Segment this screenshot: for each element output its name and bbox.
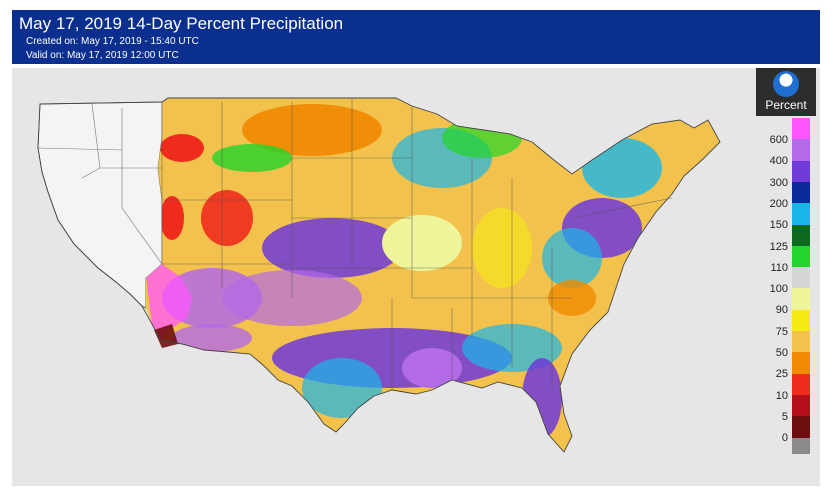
legend-swatch [792,394,810,418]
us-outline [37,97,721,453]
legend-label: 0 [781,432,788,445]
legend-swatch [792,288,810,311]
map-canvas [37,97,721,453]
legend-swatch [792,203,810,226]
legend-label: 75 [775,325,788,338]
legend-swatch [792,416,810,439]
legend-swatch [792,160,810,183]
legend-swatch [792,245,810,269]
state-lines [37,98,673,390]
legend-swatch [792,331,810,354]
precipitation-map [12,68,820,486]
legend-label: 10 [775,389,788,402]
west-region [37,101,163,309]
legend-swatch [792,139,810,162]
legend-label: 50 [775,347,788,359]
legend-label: 300 [769,176,788,189]
legend-swatch [792,267,810,290]
legend: 600 400 300 200 150 125 110 100 90 75 50 25 10 5 0 [756,118,816,468]
legend-unit-label: Percent [765,98,807,112]
legend-label: 100 [769,283,788,296]
created-date: Created on: May 17, 2019 - 15:40 UTC [26,36,199,47]
legend-swatch [792,373,810,396]
noaa-emblem-icon [773,71,799,97]
legend-swatch [792,309,810,332]
precipitation-field [146,98,720,452]
title-bar: May 17, 2019 14-Day Percent Precipitatio… [12,10,820,64]
legend-label: 5 [781,410,788,423]
legend-label: 150 [769,219,788,232]
legend-label: 200 [769,197,788,210]
legend-nodata-swatch [792,437,810,454]
legend-swatch [792,224,810,247]
valid-date: Valid on: May 17, 2019 12:00 UTC [26,50,179,61]
legend-swatch [792,352,810,375]
noaa-logo: Percent [756,68,816,116]
legend-label: 125 [769,240,788,253]
legend-label: 25 [775,368,788,381]
map-title: May 17, 2019 14-Day Percent Precipitatio… [19,14,344,33]
legend-label: 90 [775,304,788,317]
legend-swatch [792,118,810,141]
legend-swatch [792,181,810,205]
legend-label: 110 [770,261,788,274]
southwest-purple [146,264,192,340]
legend-label: 400 [769,155,788,168]
legend-label: 600 [769,134,788,146]
